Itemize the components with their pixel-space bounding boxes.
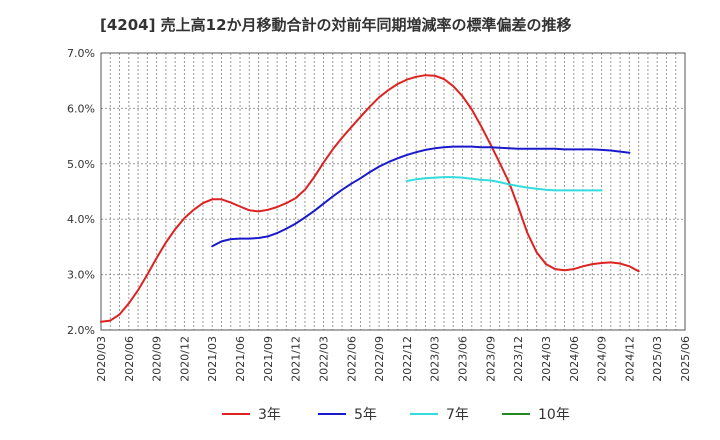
x-tick-label: 2021/03 [206,336,219,382]
x-tick-label: 2024/09 [596,336,609,382]
legend-label: 10年 [538,407,570,423]
series-line [100,74,640,323]
x-tick-label: 2021/12 [290,336,303,382]
x-tick-label: 2022/09 [373,336,386,382]
x-tick-label: 2024/12 [623,336,636,382]
x-tick-label: 2022/06 [345,336,358,382]
legend-label: 7年 [446,407,469,423]
legend-label: 3年 [258,407,281,423]
x-tick-label: 2022/03 [317,336,330,382]
x-tick-label: 2021/06 [234,336,247,382]
x-axis: 2020/03 2020/06 2020/09 2020/12 2021/03 2021/… [95,336,692,382]
legend: 3年 5年 7年 10年 [222,407,570,423]
grid-lines [101,53,685,330]
series-lines [100,74,640,323]
x-tick-label: 2020/12 [178,336,191,382]
y-tick-label: 3.0% [67,269,95,282]
x-tick-label: 2022/12 [401,336,414,382]
x-tick-label: 2020/03 [95,336,108,382]
x-tick-label: 2025/06 [679,336,692,382]
series-line [405,176,603,192]
y-tick-label: 7.0% [67,47,95,60]
x-tick-label: 2020/09 [151,336,164,382]
x-tick-label: 2024/06 [568,336,581,382]
y-axis: 2.0% 3.0% 4.0% 5.0% 6.0% 7.0% [67,47,95,337]
legend-label: 5年 [354,407,377,423]
y-tick-label: 4.0% [67,213,95,226]
y-tick-label: 2.0% [67,324,95,337]
x-tick-label: 2020/06 [123,336,136,382]
plot-background [101,53,685,330]
x-tick-label: 2024/03 [540,336,553,382]
plot-border [100,52,686,331]
x-tick-label: 2023/06 [457,336,470,382]
y-tick-label: 6.0% [67,102,95,115]
x-tick-label: 2023/09 [484,336,497,382]
x-tick-label: 2023/03 [429,336,442,382]
x-tick-label: 2023/12 [512,336,525,382]
series-line [211,145,631,248]
x-tick-label: 2021/09 [262,336,275,382]
chart-title: [4204] 売上高12か月移動合計の対前年同期増減率の標準偏差の推移 [100,16,572,34]
x-tick-label: 2025/03 [651,336,664,382]
y-tick-label: 5.0% [67,158,95,171]
